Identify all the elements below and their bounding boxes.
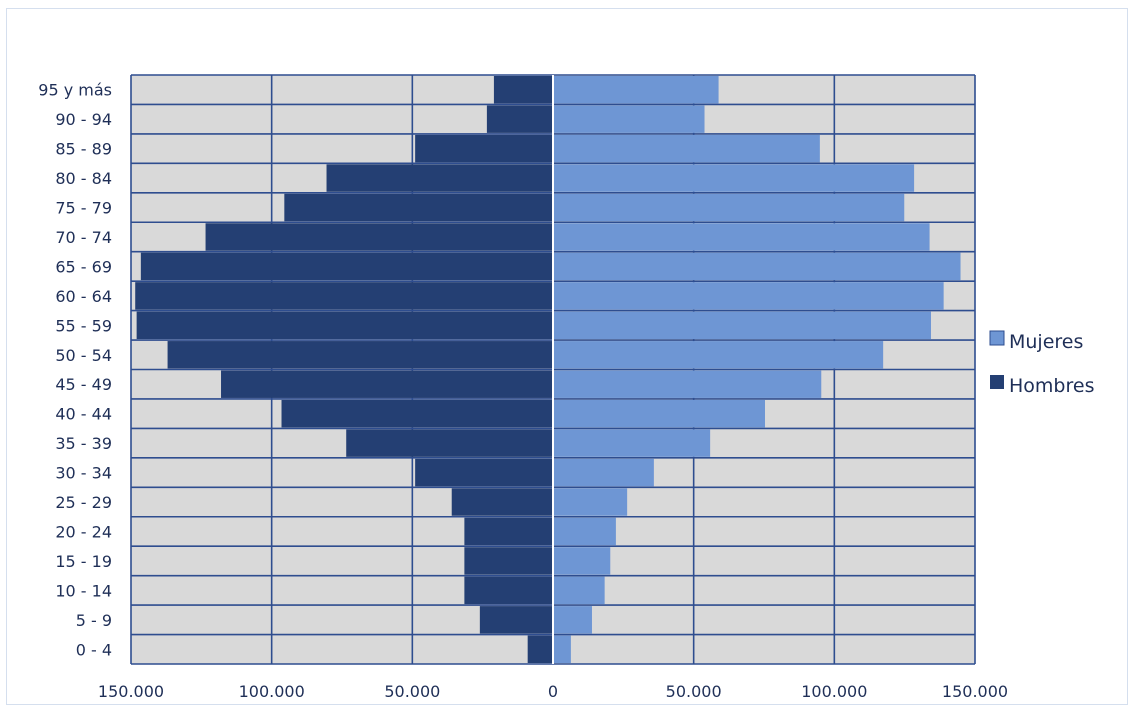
bar-hombres-40-44 xyxy=(281,399,553,428)
bar-hombres-20-24 xyxy=(464,517,553,546)
bar-hombres-90-94 xyxy=(486,105,553,133)
data-bars xyxy=(135,75,961,664)
x-tick-label: 150.000 xyxy=(98,682,164,701)
chart-frame xyxy=(6,8,1128,705)
bar-mujeres-60-64 xyxy=(554,282,944,310)
y-tick-label: 35 - 39 xyxy=(55,434,112,453)
y-tick-label: 15 - 19 xyxy=(55,552,112,571)
bar-mujeres-30-34 xyxy=(554,458,654,487)
bar-mujeres-65-69 xyxy=(554,252,961,281)
y-tick-label: 25 - 29 xyxy=(55,493,112,512)
bar-hombres-25-29 xyxy=(451,488,553,516)
y-tick-label: 80 - 84 xyxy=(55,169,112,188)
bar-mujeres-55-59 xyxy=(554,311,931,340)
y-tick-label: 90 - 94 xyxy=(55,110,112,129)
legend-swatch-mujeres xyxy=(989,330,1005,346)
bar-mujeres-80-84 xyxy=(554,164,915,192)
y-tick-label: 10 - 14 xyxy=(55,581,112,600)
bar-hombres-30-34 xyxy=(415,458,553,487)
x-tick-label: 100.000 xyxy=(239,682,305,701)
bar-hombres-45-49 xyxy=(221,370,553,398)
bar-mujeres-95ymás xyxy=(554,76,719,104)
bar-mujeres-5-9 xyxy=(554,606,592,634)
bar-mujeres-10-14 xyxy=(554,576,605,605)
y-tick-label: 30 - 34 xyxy=(55,464,112,483)
bar-hombres-60-64 xyxy=(135,282,553,310)
y-tick-label: 20 - 24 xyxy=(55,522,112,541)
bar-hombres-80-84 xyxy=(326,164,553,192)
bar-hombres-75-79 xyxy=(284,193,553,222)
bar-hombres-85-89 xyxy=(415,134,553,163)
bar-hombres-5-9 xyxy=(479,606,553,634)
y-tick-label: 55 - 59 xyxy=(55,316,112,335)
legend-swatch-hombres xyxy=(990,375,1004,389)
y-tick-label: 45 - 49 xyxy=(55,375,112,394)
bar-hombres-35-39 xyxy=(346,429,553,457)
bar-mujeres-35-39 xyxy=(554,429,711,457)
bar-mujeres-40-44 xyxy=(554,399,765,428)
y-tick-label: 50 - 54 xyxy=(55,346,112,365)
y-tick-label: 70 - 74 xyxy=(55,228,112,247)
y-tick-label: 95 y más xyxy=(38,81,112,100)
x-tick-label: 150.000 xyxy=(942,682,1008,701)
bar-mujeres-25-29 xyxy=(554,488,628,516)
bar-hombres-0-4 xyxy=(527,635,553,663)
legend: Mujeres Hombres xyxy=(989,330,1094,397)
bar-mujeres-75-79 xyxy=(554,193,905,222)
bar-mujeres-20-24 xyxy=(554,517,616,546)
y-tick-label: 0 - 4 xyxy=(76,640,112,659)
bar-hombres-95ymás xyxy=(493,76,553,104)
bar-mujeres-70-74 xyxy=(554,223,930,251)
bar-mujeres-45-49 xyxy=(554,370,822,398)
bar-mujeres-90-94 xyxy=(554,105,705,133)
legend-label-mujeres: Mujeres xyxy=(1009,331,1083,353)
y-tick-label: 85 - 89 xyxy=(55,140,112,159)
bar-hombres-15-19 xyxy=(464,547,553,575)
x-tick-label: 50.000 xyxy=(384,682,440,701)
bar-mujeres-15-19 xyxy=(554,547,611,575)
x-tick-label: 0 xyxy=(548,682,558,701)
x-tick-label: 50.000 xyxy=(666,682,722,701)
y-tick-label: 5 - 9 xyxy=(76,611,112,630)
y-tick-label: 75 - 79 xyxy=(55,199,112,218)
bar-mujeres-85-89 xyxy=(554,134,820,163)
x-axis-labels: 150.000 100.000 50.000 0 50.000 100.000 150.00… xyxy=(98,682,1008,701)
y-tick-label: 40 - 44 xyxy=(55,405,112,424)
y-tick-label: 65 - 69 xyxy=(55,257,112,276)
x-tick-label: 100.000 xyxy=(801,682,867,701)
y-tick-label: 60 - 64 xyxy=(55,287,112,306)
y-axis-labels: 0 - 4 5 - 9 10 - 14 15 - 19 20 - 24 25 - 29 30… xyxy=(38,81,112,660)
bar-mujeres-0-4 xyxy=(554,635,571,663)
bar-hombres-65-69 xyxy=(140,252,553,281)
bar-hombres-55-59 xyxy=(136,311,554,340)
bar-hombres-50-54 xyxy=(167,341,553,369)
bar-hombres-70-74 xyxy=(205,223,553,251)
bar-hombres-10-14 xyxy=(464,576,553,605)
bar-mujeres-50-54 xyxy=(554,341,884,369)
legend-label-hombres: Hombres xyxy=(1009,375,1094,397)
